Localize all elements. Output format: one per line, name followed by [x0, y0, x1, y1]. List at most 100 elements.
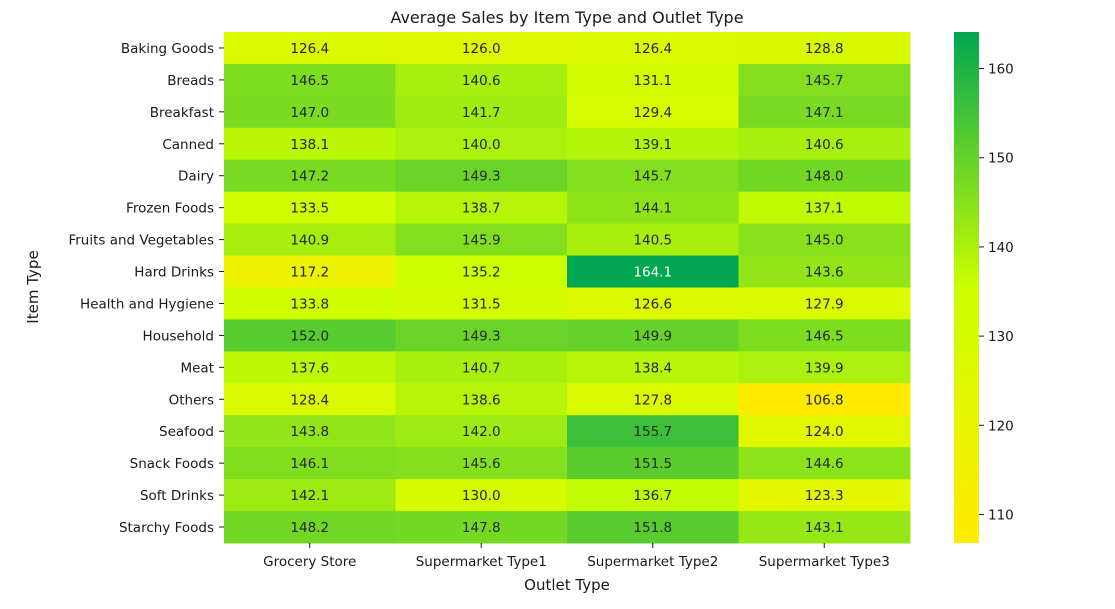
heatmap-cell [224, 127, 396, 161]
heatmap-cell [224, 383, 396, 416]
heatmap-cell [567, 159, 739, 193]
cell-value-label: 123.3 [805, 488, 844, 504]
cell-value-label: 140.7 [462, 360, 501, 376]
cell-value-label: 129.4 [633, 105, 672, 121]
y-tick-label: Frozen Foods [126, 201, 214, 217]
heatmap-cell [395, 351, 568, 384]
cell-value-label: 145.9 [462, 233, 501, 249]
cell-value-label: 140.9 [290, 233, 329, 249]
heatmap-cell [395, 63, 568, 97]
cell-value-label: 126.0 [462, 41, 501, 57]
cell-value-label: 147.2 [290, 169, 329, 185]
cell-value-label: 147.0 [290, 105, 329, 121]
colorbar-tick-label: 140 [988, 240, 1014, 256]
heatmap-cell [738, 287, 911, 320]
x-axis-ticks: Grocery Store Supermarket Type1 Supermarke… [263, 543, 890, 570]
heatmap-cell [738, 319, 911, 352]
cell-value-label: 143.1 [805, 520, 844, 536]
cell-value-label: 148.2 [290, 520, 329, 536]
cell-value-label: 145.7 [633, 169, 672, 185]
heatmap-cell [567, 255, 739, 288]
heatmap-cell [567, 511, 739, 544]
y-tick-label: Fruits and Vegetables [68, 233, 214, 249]
cell-value-label: 106.8 [805, 392, 844, 408]
cell-value-label: 139.1 [633, 137, 672, 153]
heatmap-cell [395, 511, 568, 544]
heatmap-cell [224, 319, 396, 352]
cell-value-label: 146.1 [290, 456, 329, 472]
cell-value-label: 144.6 [805, 456, 844, 472]
heatmap-cell [738, 255, 911, 288]
cell-value-label: 140.6 [805, 137, 844, 153]
y-tick-label: Health and Hygiene [80, 296, 214, 312]
cell-value-label: 145.0 [805, 233, 844, 249]
colorbar-gradient [954, 32, 979, 543]
x-tick-label: Supermarket Type2 [587, 554, 718, 570]
y-tick-label: Hard Drinks [134, 265, 214, 281]
cell-value-label: 138.1 [290, 137, 329, 153]
cell-value-label: 164.1 [633, 265, 672, 281]
heatmap-cell [224, 479, 396, 512]
cell-value-label: 117.2 [290, 265, 329, 281]
heatmap-cell [567, 351, 739, 384]
cell-value-label: 146.5 [805, 328, 844, 344]
heatmap-cell [395, 223, 568, 257]
y-tick-label: Seafood [159, 424, 214, 440]
colorbar-tick-label: 120 [988, 418, 1014, 434]
colorbar-tick-label: 110 [988, 507, 1014, 523]
cell-value-label: 149.3 [462, 328, 501, 344]
colorbar-tick-label: 130 [988, 329, 1014, 345]
heatmap-cell [567, 191, 739, 225]
cell-value-label: 135.2 [462, 265, 501, 281]
heatmap-cell [567, 95, 739, 129]
colorbar: 110 120 130 140 150 160 [954, 32, 1014, 543]
cell-value-label: 138.7 [462, 201, 501, 217]
heatmap-cell [567, 447, 739, 480]
heatmap-cell [567, 479, 739, 512]
heatmap-cell [395, 383, 568, 416]
heatmap-cell [738, 127, 911, 161]
heatmap-cell [224, 63, 396, 97]
cell-value-label: 138.4 [633, 360, 672, 376]
heatmap-cell [224, 32, 396, 65]
heatmap-cell [738, 191, 911, 225]
cell-value-label: 143.8 [290, 424, 329, 440]
cell-value-label: 139.9 [805, 360, 844, 376]
cell-value-label: 146.5 [290, 73, 329, 89]
cell-value-label: 155.7 [633, 424, 672, 440]
cell-value-label: 140.6 [462, 73, 501, 89]
cell-value-label: 147.1 [805, 105, 844, 121]
heatmap-cell [224, 511, 396, 544]
heatmap-cell [224, 95, 396, 129]
heatmap-cell [224, 415, 396, 448]
heatmap-cell [567, 127, 739, 161]
heatmap-cell [738, 32, 911, 65]
x-tick-label: Supermarket Type3 [759, 554, 890, 570]
heatmap-cell [567, 32, 739, 65]
cell-value-label: 140.5 [633, 233, 672, 249]
heatmap-cell [738, 383, 911, 416]
y-tick-label: Breakfast [150, 105, 214, 121]
heatmap-cell [395, 127, 568, 161]
heatmap-cell [738, 223, 911, 257]
cell-value-label: 127.9 [805, 296, 844, 312]
heatmap-cell [395, 479, 568, 512]
cell-value-label: 143.6 [805, 265, 844, 281]
cell-value-label: 138.6 [462, 392, 501, 408]
y-tick-label: Dairy [178, 169, 214, 185]
heatmap-cell [567, 223, 739, 257]
cell-value-label: 144.1 [633, 201, 672, 217]
cell-value-label: 133.5 [290, 201, 329, 217]
heatmap-cell [738, 351, 911, 384]
y-tick-label: Snack Foods [130, 456, 214, 472]
x-axis-label: Outlet Type [524, 576, 610, 594]
heatmap-cells: 126.4 126.0 126.4 128.8 146.5 140.6 131.1 145.7… [224, 32, 911, 544]
y-tick-label: Meat [180, 360, 214, 376]
y-tick-label: Household [143, 328, 214, 344]
cell-value-label: 137.1 [805, 201, 844, 217]
heatmap-cell [224, 191, 396, 225]
heatmap-cell [567, 383, 739, 416]
y-tick-label: Starchy Foods [119, 520, 214, 536]
y-tick-label: Canned [162, 137, 214, 153]
cell-value-label: 147.8 [462, 520, 501, 536]
